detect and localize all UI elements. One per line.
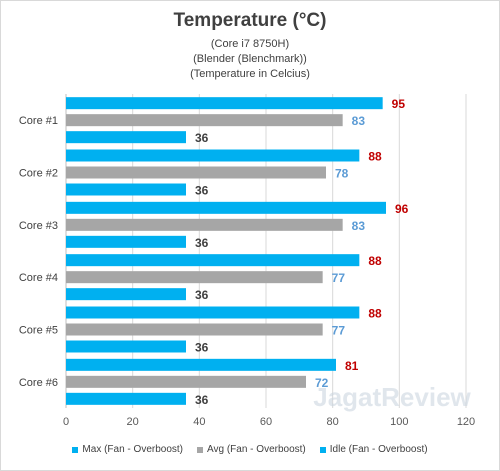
x-tick-label-60: 60 [260, 416, 272, 428]
legend-item-idle: Idle (Fan - Overboost) [319, 444, 428, 455]
legend-label-avg: Avg (Fan - Overboost) [207, 444, 306, 455]
data-label-max-core-4: 88 [368, 254, 382, 268]
data-label-max-core-3: 96 [395, 202, 409, 216]
bar-avg-core-5 [66, 323, 323, 336]
legend-label-idle: Idle (Fan - Overboost) [329, 444, 428, 455]
legend-item-avg: Avg (Fan - Overboost) [197, 444, 306, 455]
data-label-idle-core-4: 36 [195, 288, 209, 302]
category-label-5: Core #5 [19, 325, 58, 337]
bar-idle-core-2 [66, 183, 186, 196]
category-label-3: Core #3 [19, 220, 58, 232]
bar-max-core-5 [66, 306, 360, 319]
bar-max-core-1 [66, 97, 383, 110]
bar-avg-core-1 [66, 114, 343, 127]
x-tick-label-80: 80 [327, 416, 339, 428]
bar-avg-core-4 [66, 271, 323, 284]
x-tick-label-20: 20 [127, 416, 139, 428]
chart-subtitle-benchmark: (Blender (Blenchmark)) [193, 53, 307, 65]
chart-subtitle-unit: (Temperature in Celcius) [190, 68, 310, 80]
x-tick-label-120: 120 [457, 416, 475, 428]
bar-idle-core-3 [66, 235, 186, 248]
legend-label-max: Max (Fan - Overboost) [82, 444, 184, 455]
data-label-idle-core-1: 36 [195, 131, 209, 145]
bar-max-core-6 [66, 358, 336, 371]
legend-swatch-avg [197, 446, 204, 453]
data-label-max-core-6: 81 [345, 359, 359, 373]
data-label-avg-core-6: 72 [315, 376, 329, 390]
data-label-max-core-2: 88 [368, 150, 382, 164]
data-label-avg-core-4: 77 [332, 271, 346, 285]
category-label-6: Core #6 [19, 377, 58, 389]
data-label-avg-core-5: 77 [332, 324, 346, 338]
data-label-idle-core-2: 36 [195, 184, 209, 198]
chart-subtitle-cpu: (Core i7 8750H) [210, 38, 290, 50]
data-label-avg-core-3: 83 [352, 219, 366, 233]
legend-item-max: Max (Fan - Overboost) [72, 444, 183, 455]
chart-title: Temperature (°C) [173, 10, 327, 31]
bar-idle-core-1 [66, 131, 186, 144]
chart-legend: Max (Fan - Overboost) Avg (Fan - Overboo… [0, 444, 500, 455]
bar-max-core-4 [66, 254, 360, 267]
watermark-logo: JagatReview [313, 382, 471, 412]
bar-avg-core-2 [66, 166, 326, 179]
data-label-idle-core-6: 36 [195, 393, 209, 407]
bar-idle-core-4 [66, 288, 186, 301]
category-label-4: Core #4 [19, 272, 58, 284]
bar-avg-core-6 [66, 375, 306, 388]
data-label-avg-core-2: 78 [335, 167, 349, 181]
legend-swatch-max [72, 446, 79, 453]
bar-idle-core-5 [66, 340, 186, 353]
bar-max-core-2 [66, 149, 360, 162]
bar-idle-core-6 [66, 392, 186, 405]
x-tick-label-40: 40 [193, 416, 205, 428]
bar-avg-core-3 [66, 218, 343, 231]
category-label-2: Core #2 [19, 168, 58, 180]
x-tick-label-100: 100 [390, 416, 408, 428]
data-label-idle-core-3: 36 [195, 236, 209, 250]
data-label-avg-core-1: 83 [352, 114, 366, 128]
bar-max-core-3 [66, 201, 386, 214]
legend-swatch-idle [319, 446, 326, 453]
data-label-max-core-1: 95 [392, 97, 406, 111]
data-label-max-core-5: 88 [368, 307, 382, 321]
data-label-idle-core-5: 36 [195, 341, 209, 355]
category-label-1: Core #1 [19, 115, 58, 127]
x-tick-label-0: 0 [63, 416, 69, 428]
